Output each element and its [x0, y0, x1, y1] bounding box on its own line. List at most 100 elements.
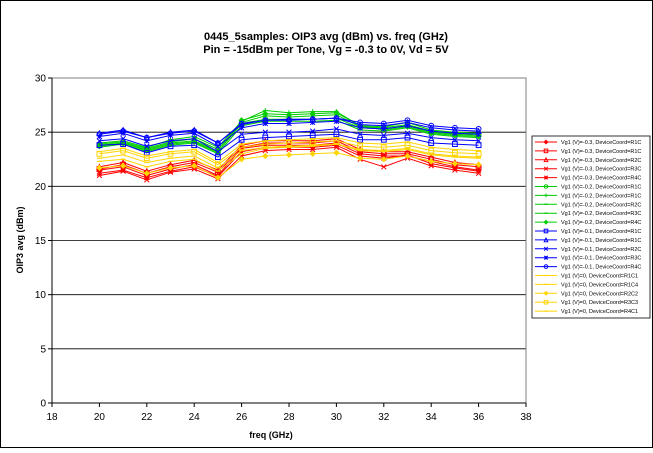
- series: [96, 131, 482, 160]
- data-point: [428, 122, 435, 129]
- series-line: [99, 117, 479, 144]
- data-point: [144, 143, 150, 150]
- legend-entry-label: Vg1 (V)=-0.3, DeviceCoord=R3C: [561, 167, 641, 173]
- data-point: [357, 136, 364, 143]
- data-point: [543, 156, 549, 163]
- data-point: [96, 150, 103, 157]
- data-point: [543, 139, 549, 145]
- legend-entry-label: Vg1 (V)=0, DeviceCoord=R4C1: [561, 309, 638, 315]
- data-point: [428, 158, 435, 165]
- data-point: [262, 110, 269, 117]
- data-point: [238, 156, 245, 163]
- x-tick-label: 38: [520, 412, 532, 423]
- data-point: [143, 155, 150, 162]
- data-point: [191, 142, 198, 149]
- data-point: [404, 117, 411, 124]
- y-tick-label: 5: [40, 344, 46, 355]
- series-line: [99, 133, 479, 158]
- data-point: [543, 219, 549, 225]
- data-point: [214, 174, 222, 181]
- data-point: [286, 140, 292, 146]
- data-point: [238, 144, 245, 151]
- data-point: [309, 132, 316, 139]
- data-point: [357, 143, 364, 150]
- data-point: [333, 131, 340, 138]
- x-tick-label: 18: [46, 412, 58, 423]
- data-point: [286, 133, 292, 140]
- data-point: [452, 149, 458, 156]
- data-point: [191, 135, 197, 142]
- legend-entry-label: Vg1 (V)=-0.2, DeviceCoord=R3C: [561, 211, 641, 217]
- x-tick-label: 26: [236, 412, 248, 423]
- legend-box: [531, 135, 651, 319]
- data-point: [333, 115, 340, 121]
- data-point: [238, 131, 245, 138]
- data-point: [333, 126, 340, 132]
- data-point: [356, 155, 364, 162]
- data-point: [120, 141, 126, 147]
- data-point: [286, 117, 292, 124]
- data-point: [309, 137, 316, 144]
- legend-entry-label: Vg1 (V)=-0.3, DeviceCoord=R1C: [561, 149, 641, 155]
- data-point: [380, 144, 387, 151]
- data-point: [543, 166, 549, 171]
- legend-entry-label: Vg1 (V)=-0.3, DeviceCoord=R4C: [561, 176, 641, 182]
- data-point: [404, 142, 411, 149]
- data-point: [475, 168, 482, 174]
- series: [96, 126, 482, 155]
- data-point: [475, 142, 482, 149]
- data-point: [428, 140, 435, 146]
- data-point: [96, 142, 103, 149]
- data-point: [543, 246, 549, 251]
- legend-entry-label: Vg1 (V)=-0.2, DeviceCoord=R2C: [561, 202, 641, 208]
- data-point: [262, 141, 269, 147]
- series: [97, 143, 481, 172]
- data-point: [404, 122, 411, 129]
- data-point: [428, 128, 434, 134]
- data-point: [380, 136, 387, 143]
- series: [96, 137, 482, 168]
- series-line: [99, 117, 479, 144]
- data-point: [543, 228, 549, 234]
- data-point: [191, 128, 198, 134]
- data-point: [475, 150, 482, 157]
- data-point: [452, 141, 458, 147]
- x-tick-label: 22: [141, 412, 153, 423]
- series: [96, 149, 482, 181]
- data-point: [428, 134, 434, 141]
- data-point: [143, 134, 150, 141]
- data-point: [285, 151, 293, 159]
- data-point: [96, 164, 103, 172]
- data-point: [380, 156, 387, 163]
- series: [97, 143, 481, 169]
- data-point: [404, 130, 411, 137]
- data-point: [357, 119, 364, 126]
- y-tick-label: 0: [40, 399, 46, 410]
- data-point: [96, 170, 103, 177]
- data-point: [119, 139, 127, 147]
- data-point: [215, 140, 221, 146]
- data-point: [96, 131, 103, 138]
- data-point: [120, 128, 126, 134]
- chart-subtitle: Pin = -15dBm per Tone, Vg = -0.3 to 0V, …: [203, 44, 449, 56]
- y-axis-label: OIP3 avg (dBm): [15, 206, 25, 273]
- legend-entry-label: Vg1 (V)=-0.2, DeviceCoord=R1C: [561, 185, 641, 191]
- legend-entry-label: Vg1 (V)=-0.3, DeviceCoord=R2C: [561, 158, 641, 164]
- data-point: [262, 134, 269, 141]
- data-point: [381, 132, 387, 139]
- data-point: [543, 148, 549, 154]
- data-point: [309, 128, 316, 134]
- legend-entry-label: Vg1 (V)=-0.1, DeviceCoord=R4C: [561, 265, 641, 271]
- data-point: [167, 138, 174, 144]
- data-point: [333, 149, 340, 156]
- legend-entry-label: Vg1 (V)=-0.3, DeviceCoord=R1C: [561, 140, 641, 146]
- legend-entry-label: Vg1 (V)=-0.2, DeviceCoord=R1C: [561, 193, 641, 199]
- legend-entry-label: Vg1 (V)=0, DeviceCoord=R2C2: [561, 291, 638, 297]
- data-point: [262, 152, 269, 160]
- data-point: [286, 129, 292, 135]
- x-tick-label: 30: [331, 412, 343, 423]
- data-point: [543, 236, 549, 243]
- data-point: [543, 255, 549, 260]
- legend-entry-label: Vg1 (V)=0, DeviceCoord=R1C4: [561, 282, 638, 288]
